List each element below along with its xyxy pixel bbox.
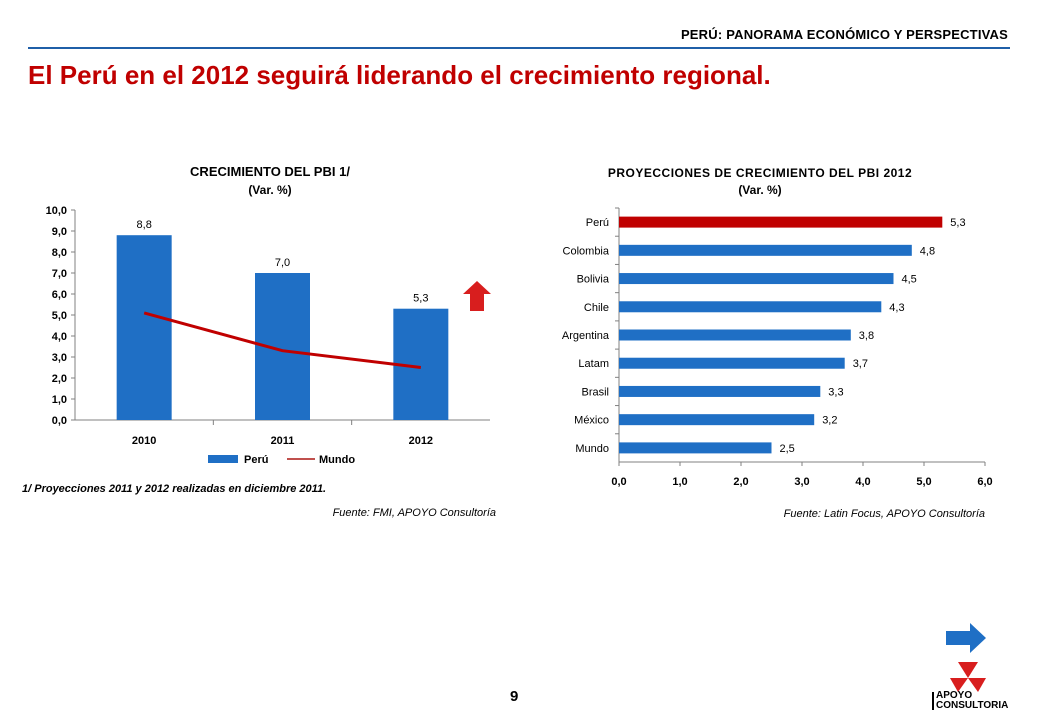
right-arrow-icon[interactable] bbox=[944, 622, 988, 654]
bar-value-label: 4,8 bbox=[920, 245, 935, 257]
bar bbox=[619, 329, 851, 341]
bar-value-label: 5,3 bbox=[950, 217, 965, 229]
y-tick-label: 4,0 bbox=[52, 331, 67, 343]
x-tick-label: 2012 bbox=[409, 435, 433, 447]
bar-value-label: 3,8 bbox=[859, 330, 874, 342]
bar bbox=[619, 216, 943, 228]
bar-value-label: 4,5 bbox=[902, 274, 917, 286]
x-tick-label: 5,0 bbox=[916, 476, 931, 488]
y-category-label: Brasil bbox=[581, 386, 609, 398]
logo-text-1: APOYO bbox=[936, 690, 973, 701]
left-chart-note: 1/ Proyecciones 2011 y 2012 realizadas e… bbox=[22, 483, 327, 495]
y-category-label: Mundo bbox=[575, 443, 609, 455]
bar-value-label: 3,3 bbox=[828, 386, 843, 398]
bar-value-label: 3,2 bbox=[822, 415, 837, 427]
y-tick-label: 9,0 bbox=[52, 226, 67, 238]
y-category-label: Colombia bbox=[563, 245, 610, 257]
x-tick-label: 4,0 bbox=[855, 476, 870, 488]
logo-text-2: CONSULTORIA bbox=[936, 700, 1009, 711]
legend-label-peru: Perú bbox=[244, 454, 268, 466]
bar bbox=[619, 301, 882, 313]
apoyo-consultoria-logo: APOYO CONSULTORIA bbox=[928, 660, 1014, 712]
left-chart: 0,0 1,0 2,0 3,0 4,0 5,0 6,0 7,0 8,0 9,0 10,0 8,8 201… bbox=[46, 205, 490, 466]
bar-value-label: 5,3 bbox=[413, 293, 428, 305]
y-category-label: México bbox=[574, 415, 609, 427]
bar-value-label: 2,5 bbox=[780, 443, 795, 455]
x-tick-label: 3,0 bbox=[794, 476, 809, 488]
x-tick-label: 2010 bbox=[132, 435, 156, 447]
y-tick-label: 2,0 bbox=[52, 373, 67, 385]
left-chart-subtitle: (Var. %) bbox=[248, 183, 292, 197]
x-tick-label: 6,0 bbox=[977, 476, 992, 488]
y-tick-label: 8,0 bbox=[52, 247, 67, 259]
y-tick-label: 1,0 bbox=[52, 394, 67, 406]
bar bbox=[619, 357, 845, 369]
section-header: PERÚ: PANORAMA ECONÓMICO Y PERSPECTIVAS bbox=[680, 27, 1008, 42]
y-tick-label: 0,0 bbox=[52, 415, 67, 427]
bar-value-label: 7,0 bbox=[275, 257, 290, 269]
legend-label-mundo: Mundo bbox=[319, 454, 355, 466]
y-category-label: Latam bbox=[578, 358, 609, 370]
bar bbox=[619, 442, 772, 454]
x-tick-label: 0,0 bbox=[611, 476, 626, 488]
logo-mark bbox=[932, 662, 986, 710]
slide-title: El Perú en el 2012 seguirá liderando el … bbox=[28, 60, 771, 90]
x-tick-label: 1,0 bbox=[672, 476, 687, 488]
right-chart-subtitle: (Var. %) bbox=[738, 183, 782, 197]
y-tick-label: 6,0 bbox=[52, 289, 67, 301]
bar bbox=[619, 414, 815, 426]
y-tick-label: 7,0 bbox=[52, 268, 67, 280]
y-tick-label: 10,0 bbox=[46, 205, 67, 217]
page-number: 9 bbox=[510, 688, 519, 705]
mundo-line bbox=[143, 311, 422, 369]
right-chart: 5,3 Perú 4,8 Colombia 4,5 Bolivia 4,3 Chile 3,8 A… bbox=[562, 207, 993, 488]
bar bbox=[619, 385, 821, 397]
y-category-label: Bolivia bbox=[577, 274, 610, 286]
header-divider bbox=[28, 47, 1010, 49]
y-category-label: Chile bbox=[584, 302, 609, 314]
left-chart-source: Fuente: FMI, APOYO Consultoría bbox=[332, 507, 496, 519]
bar-value-label: 3,7 bbox=[853, 358, 868, 370]
y-category-label: Perú bbox=[586, 217, 609, 229]
bar bbox=[619, 244, 912, 256]
bar bbox=[116, 235, 172, 420]
left-chart-title: CRECIMIENTO DEL PBI 1/ bbox=[190, 164, 350, 179]
bar-value-label: 8,8 bbox=[137, 219, 152, 231]
legend-swatch-peru bbox=[208, 455, 238, 463]
x-tick-label: 2011 bbox=[271, 435, 295, 447]
up-arrow-icon bbox=[463, 281, 491, 311]
right-chart-source: Fuente: Latin Focus, APOYO Consultoría bbox=[783, 508, 985, 520]
right-chart-title: PROYECCIONES DE CRECIMIENTO DEL PBI 2012 bbox=[607, 166, 913, 180]
y-tick-label: 3,0 bbox=[52, 352, 67, 364]
x-tick-label: 2,0 bbox=[733, 476, 748, 488]
y-tick-label: 5,0 bbox=[52, 310, 67, 322]
y-category-label: Argentina bbox=[562, 330, 610, 342]
bar-value-label: 4,3 bbox=[889, 302, 904, 314]
bar bbox=[619, 273, 894, 285]
